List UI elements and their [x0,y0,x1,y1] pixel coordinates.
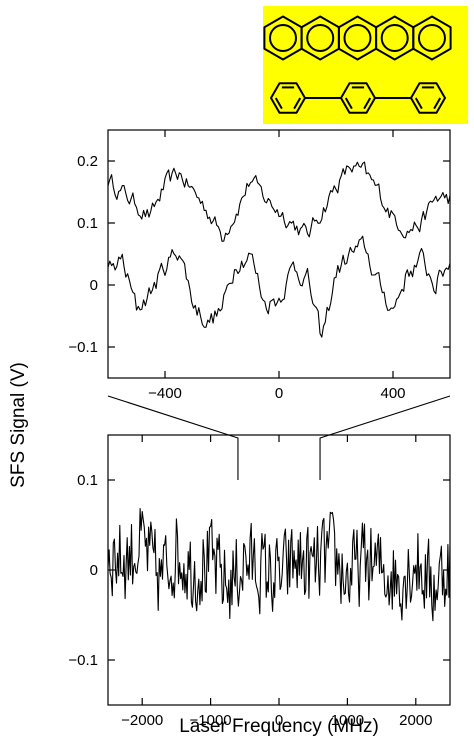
top-x-ticks: −400 0 400 [148,130,406,402]
x-tick-label: 2000 [399,712,432,729]
y-tick-label: 0.1 [77,472,98,489]
terphenyl-structure [270,82,446,114]
pentacene-structure [263,15,452,61]
y-tick-label: 0 [90,277,98,294]
y-tick-label: 0 [90,562,98,579]
zoom-connectors [107,395,451,480]
bottom-panel: −2000 −1000 0 1000 2000 0.1 0 −0.1 [68,434,451,729]
y-tick-label: −0.1 [68,652,98,669]
pentacene-ring [412,15,452,61]
x-tick-label: 0 [275,712,283,729]
terphenyl-double-bond [363,97,372,110]
x-tick-label: −400 [148,385,182,402]
terphenyl-double-bond [344,97,353,110]
pentacene-aromatic-circle [269,24,297,52]
x-tick-label: 400 [380,385,405,402]
x-tick-label: −1000 [190,712,232,729]
zoom-connector-left [107,395,239,480]
x-tick-label: 1000 [331,712,364,729]
top-plot-frame [107,129,451,379]
pentacene-aromatic-circle [417,24,446,52]
x-tick-label: 0 [275,385,283,402]
x-tick-label: −2000 [121,712,163,729]
top-trace-upper [107,161,451,242]
x-axis-title: Laser Frequency (MHz) [179,716,379,737]
bottom-x-ticks: −2000 −1000 0 1000 2000 [121,435,432,729]
pentacene-aromatic-circle [343,24,372,52]
pentacene-aromatic-circle [380,24,409,52]
y-axis-title: SFS Signal (V) [8,362,29,488]
top-panel: −400 0 400 0.2 0.1 0 −0.1 [68,129,451,402]
y-tick-label: 0.1 [77,215,98,232]
terphenyl-ring [270,82,306,114]
terphenyl-double-bond [414,97,423,110]
bottom-y-ticks: 0.1 0 −0.1 [68,472,450,669]
molecule-inset [263,6,468,124]
top-y-ticks: 0.2 0.1 0 −0.1 [68,153,450,356]
pentacene-aromatic-circle [306,24,335,52]
terphenyl-double-bond [433,97,442,110]
terphenyl-double-bond [274,97,283,110]
y-tick-label: −0.1 [68,339,98,356]
terphenyl-double-bond [293,97,302,110]
top-trace-lower [107,235,451,338]
bottom-trace [107,508,451,622]
zoom-connector-right [319,395,451,480]
y-tick-label: 0.2 [77,153,98,170]
